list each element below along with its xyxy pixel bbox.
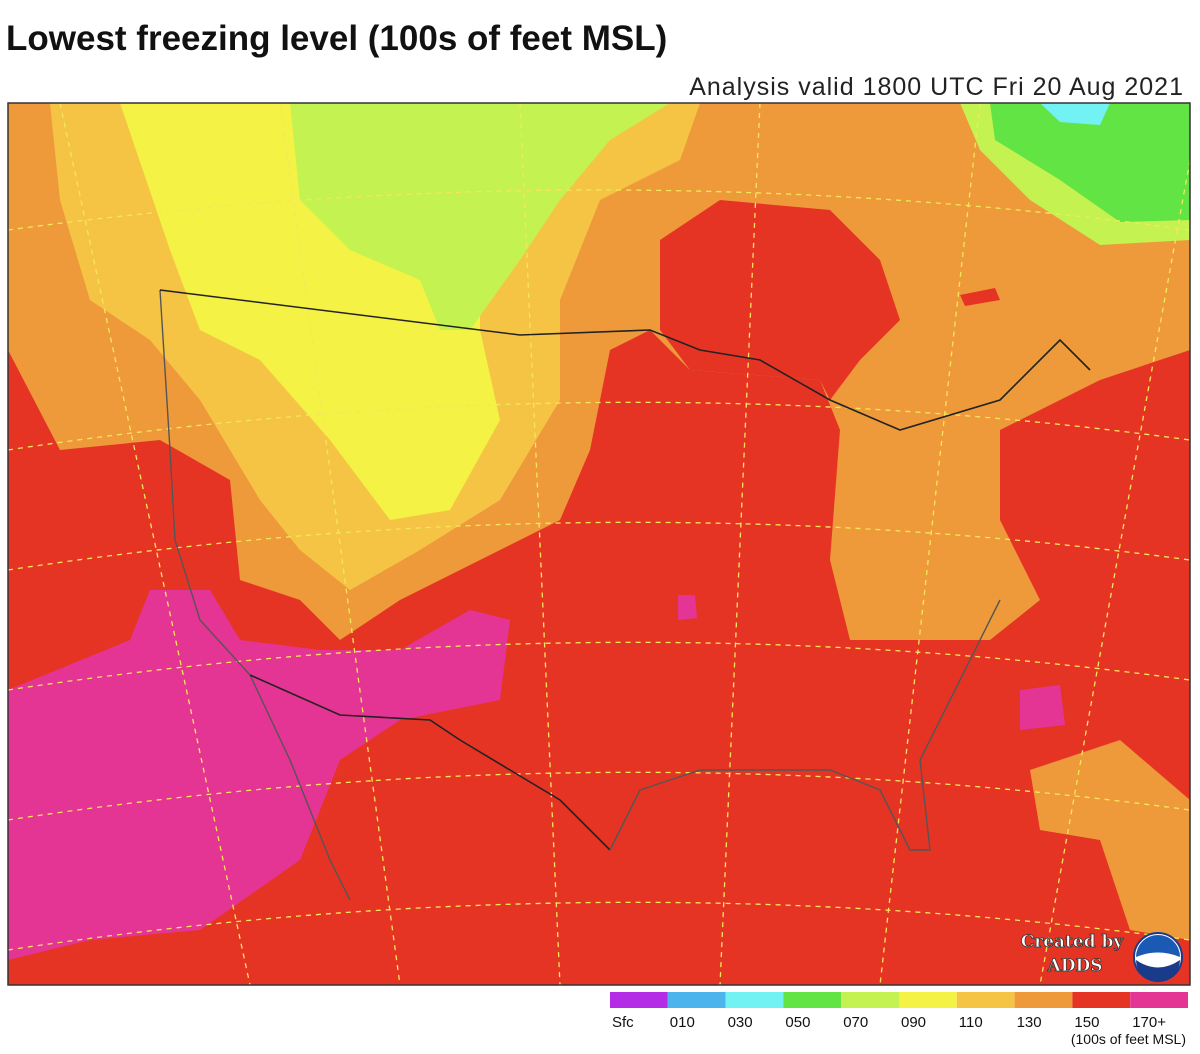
map (8, 103, 1190, 985)
legend-swatch (667, 992, 726, 1008)
legend-label: 010 (670, 1014, 695, 1031)
us-canada-border (159, 289, 1091, 431)
legend-swatch (1014, 992, 1073, 1008)
map-subtitle: Analysis valid 1800 UTC Fri 20 Aug 2021 (689, 73, 1184, 101)
gulf-coast (609, 599, 1001, 851)
legend-swatch (956, 992, 1015, 1008)
legend-swatch (1130, 992, 1188, 1008)
credit: Created by ADDS (1020, 932, 1183, 982)
legend: Sfc 010 030 050 070 090 110 130 150 170+ (610, 992, 1188, 1031)
legend-swatch (899, 992, 957, 1008)
region (1040, 103, 1110, 125)
map-frame (7, 102, 1191, 986)
legend-label: Sfc (612, 1014, 634, 1031)
lat-line (8, 641, 1190, 691)
legend-swatch (725, 992, 784, 1008)
lon-line (519, 103, 561, 985)
legend-label: 110 (959, 1014, 983, 1031)
region (960, 288, 1000, 306)
credit-line: Created by (1021, 932, 1125, 952)
legend-swatch (610, 992, 668, 1008)
legend-label: 090 (901, 1014, 926, 1031)
region (678, 595, 697, 620)
coast (159, 289, 351, 901)
legend-label: 070 (843, 1014, 868, 1031)
lon-line (719, 103, 761, 985)
legend-label: 170+ (1132, 1014, 1166, 1031)
noaa-logo-part (1136, 935, 1180, 957)
lat-line (8, 771, 1190, 821)
region (8, 590, 510, 960)
legend-swatch (841, 992, 899, 1008)
legend-label: 030 (728, 1014, 753, 1031)
region (990, 103, 1190, 222)
lon-line (59, 103, 251, 985)
legend-swatch (783, 992, 842, 1008)
legend-label: 050 (785, 1014, 810, 1031)
legend-label: 150 (1074, 1014, 1099, 1031)
region (290, 103, 670, 330)
map-title: Lowest freezing level (100s of feet MSL) (6, 19, 667, 58)
us-mexico-border (249, 674, 611, 851)
region (1030, 740, 1190, 940)
lat-line (8, 401, 1190, 451)
lat-line (8, 901, 1190, 951)
noaa-logo-part (1136, 960, 1180, 982)
legend-swatch (1072, 992, 1131, 1008)
legend-label: 130 (1017, 1014, 1042, 1031)
region (1020, 685, 1065, 730)
region (660, 200, 900, 400)
lon-line (279, 103, 401, 985)
lat-line (8, 189, 1190, 231)
lat-line (8, 521, 1190, 571)
lon-line (879, 103, 981, 985)
credit-line: ADDS (1047, 956, 1103, 976)
legend-units: (100s of feet MSL) (1071, 1031, 1186, 1047)
